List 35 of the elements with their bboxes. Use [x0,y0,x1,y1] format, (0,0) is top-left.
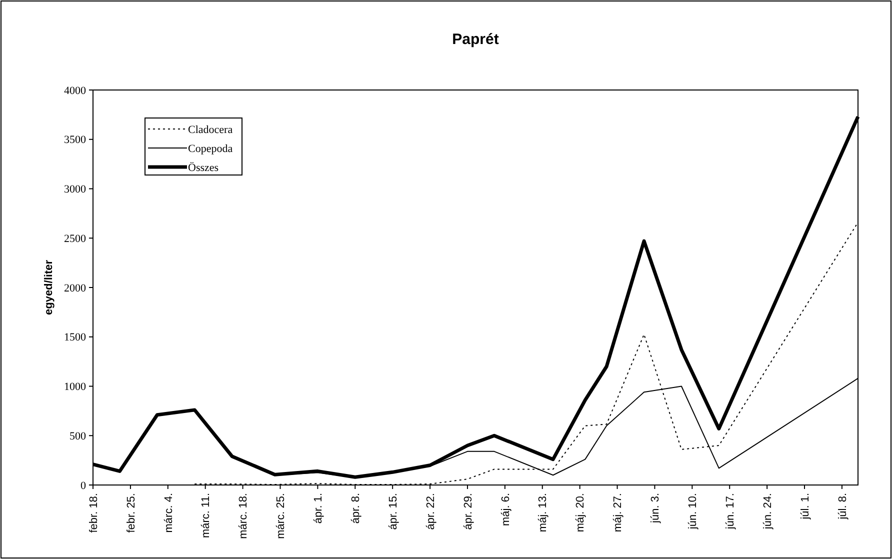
x-tick-label: máj. 27. [612,493,624,532]
y-tick-label: 3500 [64,134,86,146]
x-tick-label: jún. 24. [762,493,774,530]
y-tick-label: 3000 [64,184,86,196]
x-tick-label: márc. 11. [200,493,212,538]
x-tick-label: febr. 18. [88,493,100,533]
legend-label: Copepoda [188,142,233,155]
x-tick-label: máj. 20. [574,493,587,532]
legend-label: Cladocera [188,124,233,136]
y-axis-title: egyed/liter [43,259,55,316]
x-tick-label: jún. 10. [687,493,700,530]
x-tick-label: ápr. 8. [350,493,362,524]
chart-title: Paprét [452,31,499,48]
y-tick-label: 0 [80,480,86,492]
x-tick-label: jún. 3. [650,493,662,524]
x-tick-label: ápr. 22. [424,493,437,530]
x-tick-label: jún. 17. [724,493,736,530]
x-tick-label: márc. 4. [162,493,175,533]
y-tick-label: 1500 [64,332,86,344]
x-tick-label: máj. 6. [500,493,512,526]
x-tick-label: febr. 25. [125,493,138,533]
x-tick-label: ápr. 15. [387,493,400,530]
legend-label: Összes [188,162,219,174]
x-tick-label: ápr. 1. [312,493,325,524]
y-tick-label: 4000 [64,84,86,97]
y-tick-label: 2500 [64,232,86,245]
x-tick-label: júl. 1. [799,493,812,520]
x-tick-label: júl. 8. [836,493,849,520]
x-tick-label: márc. 25. [275,493,288,539]
x-tick-label: márc. 18. [238,493,250,539]
y-tick-label: 500 [70,430,86,442]
y-tick-label: 2000 [64,282,86,294]
x-tick-label: máj. 13. [537,493,550,532]
x-tick-label: ápr. 29. [462,493,474,530]
y-tick-label: 1000 [64,381,86,394]
